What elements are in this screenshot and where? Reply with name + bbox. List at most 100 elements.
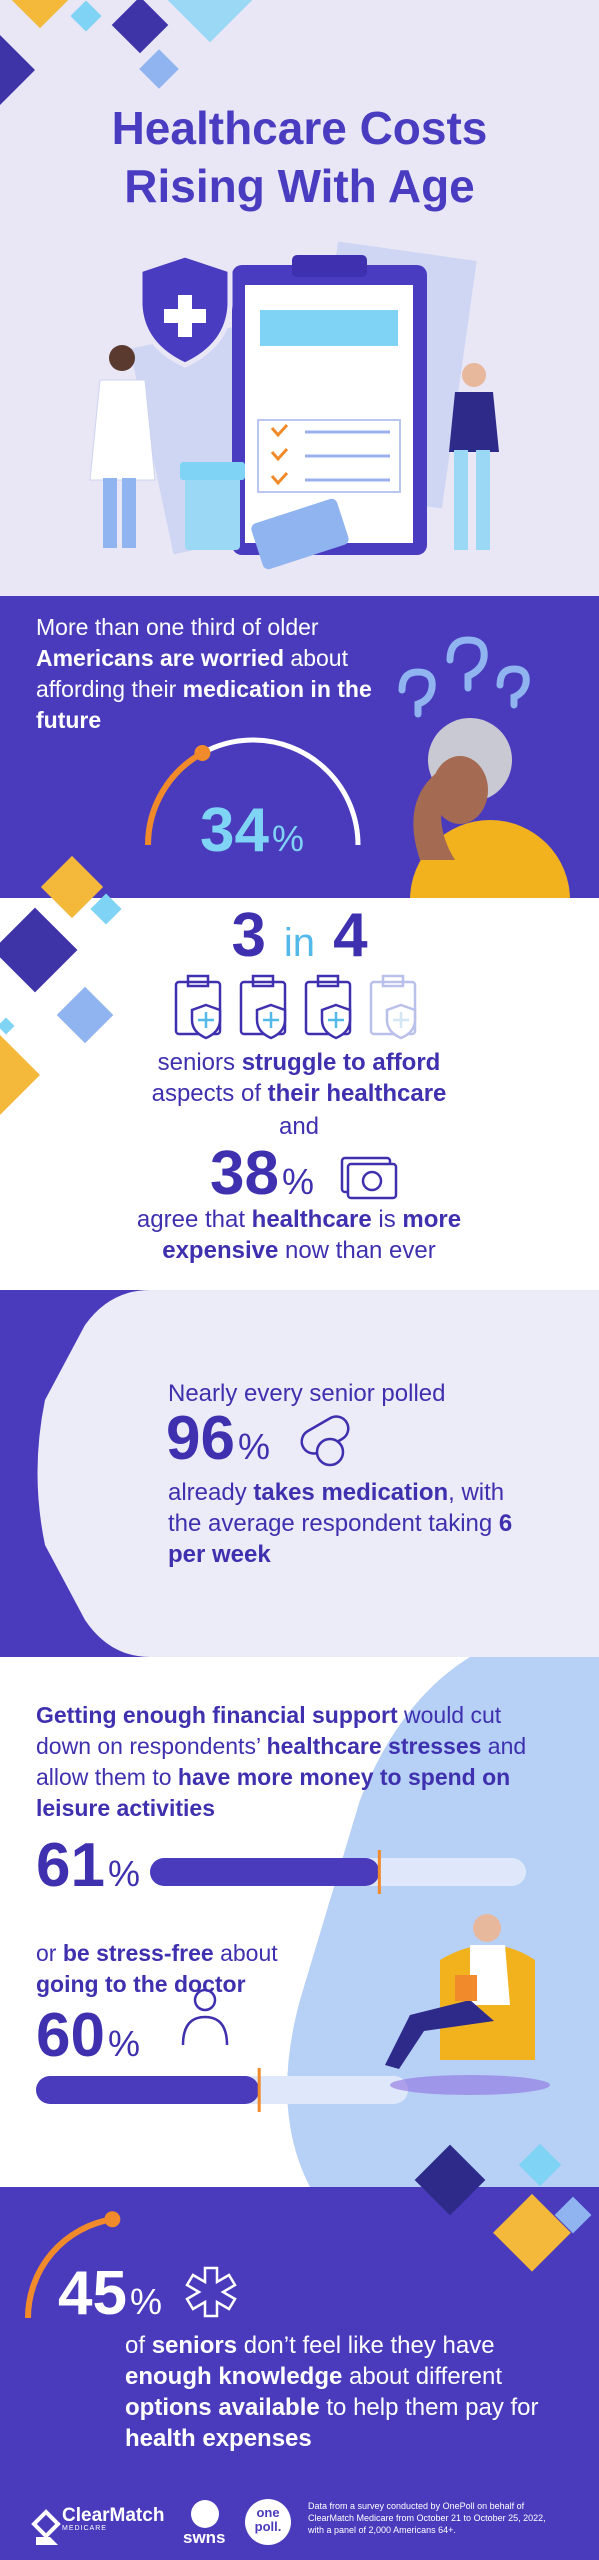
text: , with the average respondent taking (168, 1479, 505, 1537)
swns-mark (191, 2500, 219, 2528)
medication-text: already takes medication, with the avera… (168, 1477, 528, 1570)
woman-arm (413, 770, 455, 860)
gauge-dot (194, 744, 211, 761)
bold-text: Americans are worried (36, 645, 285, 671)
bold-text: have more money to spend on leisure acti… (36, 1764, 511, 1821)
book (455, 1975, 477, 2001)
text: seniors (157, 1049, 242, 1076)
checks (270, 423, 289, 486)
worried-text: More than one third of older Americans a… (36, 612, 406, 736)
deco (554, 2196, 592, 2234)
ratio-denominator: 4 (333, 901, 368, 970)
stat-value: 60 (36, 2001, 105, 2070)
deco (139, 49, 179, 89)
bold-text: 6 per week (168, 1510, 513, 1568)
bold-text: enough knowledge (125, 2363, 343, 2390)
afford-text: seniors struggle to afford aspects of th… (119, 1047, 479, 1109)
support-text: Getting enough financial support would c… (36, 1700, 536, 1824)
gauge-arc (145, 750, 204, 846)
title-line: Healthcare Costs (111, 102, 488, 154)
logo-sub: MEDICARE (62, 2525, 107, 2532)
ratio-icon (304, 974, 352, 1040)
pill-icon (300, 1415, 350, 1467)
clip (292, 255, 367, 277)
bar (36, 2076, 260, 2104)
title-line: Rising With Age (124, 160, 475, 212)
ratio-icon (174, 974, 222, 1040)
ratio-word: in (283, 921, 316, 965)
text: aspects of (151, 1080, 268, 1107)
bold-text: seniors (151, 2332, 238, 2359)
deco (493, 2193, 571, 2272)
man-legs (385, 2000, 494, 2069)
medication-stat: 96% (166, 1403, 270, 1474)
stat-value: 61 (36, 1831, 105, 1900)
ratio: 3 in 4 (0, 900, 599, 971)
logo-name: one poll. (254, 2505, 282, 2534)
bold-text: takes medication (253, 1479, 449, 1506)
afford-bg (0, 898, 599, 1290)
bar (150, 1858, 380, 1886)
pill-bottle (185, 475, 240, 550)
text: of (125, 2332, 152, 2359)
text: More than one third of older (36, 614, 319, 640)
bold-text: struggle to afford (241, 1049, 441, 1076)
bold-text: Getting enough financial support (36, 1702, 398, 1728)
deco (40, 855, 104, 919)
question-marks (398, 636, 530, 718)
ratio-numerator: 3 (231, 901, 266, 970)
bold-text: options available (125, 2394, 320, 2421)
text: to help them pay for (319, 2394, 539, 2421)
deco (0, 1035, 40, 1115)
knowledge-stat: 45% (58, 2258, 162, 2329)
support-stat: 61% (36, 1830, 140, 1901)
doctor-icon (181, 1988, 229, 2046)
bold-text: going to the doctor (36, 1971, 246, 1997)
woman-face (432, 756, 488, 824)
logo-name: swns (183, 2528, 226, 2547)
ratio-icon (239, 974, 287, 1040)
deco (111, 0, 169, 54)
deco (0, 907, 78, 993)
logo-name: ClearMatch (62, 2505, 165, 2526)
ratio-icon (369, 974, 417, 1040)
bottle-cap (180, 462, 245, 480)
blister (251, 498, 349, 570)
gauge-dot (104, 2211, 121, 2228)
shield-cross (164, 295, 206, 337)
bold-text: more expensive (162, 1206, 462, 1264)
text: would cut down on respondents’ (36, 1702, 502, 1759)
bold-text: healthcare stresses (266, 1733, 482, 1759)
patient-leg (454, 450, 468, 550)
knowledge-text: of seniors don’t feel like they have eno… (125, 2330, 555, 2454)
logo-mark (31, 2509, 61, 2539)
medication-panel (37, 1290, 599, 1657)
patient-head (462, 363, 486, 387)
stat-value: 45 (58, 2259, 127, 2328)
medical-icon (185, 2266, 237, 2318)
text: and allow them to (36, 1733, 527, 1790)
afford-and: and (278, 1113, 320, 1140)
stat-unit: % (129, 2281, 162, 2322)
bold-text: health expenses (125, 2425, 312, 2452)
text: now than ever (278, 1237, 436, 1264)
stat-unit: % (107, 2023, 140, 2064)
knowledge-bg (0, 2187, 599, 2560)
stat-value: 38 (210, 1139, 279, 1208)
worried-stat: 34% (200, 795, 304, 866)
doctor-leg (103, 478, 117, 548)
stat-unit: % (281, 1161, 314, 1202)
gauge-arc (25, 2216, 113, 2319)
deco (0, 35, 35, 105)
bold-text: be stress-free (62, 1940, 214, 1966)
bold-text: their healthcare (267, 1080, 447, 1107)
man-shirt (470, 1945, 510, 2005)
form-header (260, 310, 398, 346)
text: about different (342, 2363, 503, 2390)
money-icon (340, 1156, 398, 1200)
text: don’t feel like they have (237, 2332, 495, 2359)
doctor-coat (89, 379, 156, 481)
source-note: Data from a survey conducted by OnePoll … (308, 2501, 546, 2535)
